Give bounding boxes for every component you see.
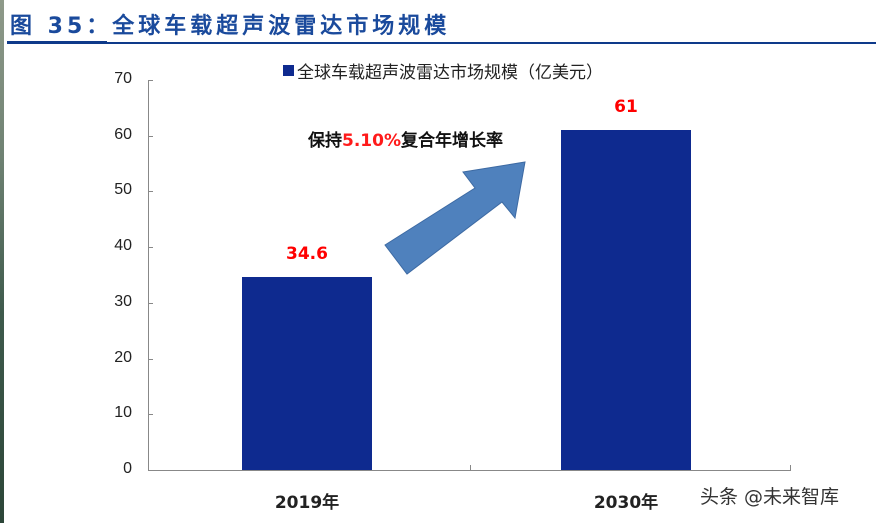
y-axis-tick	[148, 247, 153, 249]
chart-legend: 全球车载超声波雷达市场规模（亿美元）	[283, 58, 603, 83]
x-axis-tick	[790, 465, 791, 470]
x-label-2030: 2030年	[593, 493, 659, 513]
y-axis-tick	[148, 470, 153, 471]
cagr-rate: 5.10%	[342, 131, 401, 151]
watermark: 头条 @未来智库	[700, 486, 840, 508]
left-edge-strip	[0, 0, 4, 523]
y-axis-tick	[148, 135, 153, 137]
y-axis-tick	[148, 358, 153, 360]
growth-arrow-icon	[384, 161, 526, 275]
y-axis-tick-label: 60	[114, 125, 132, 143]
bar-value-2030: 61	[614, 97, 638, 118]
y-axis-tick-label: 50	[114, 181, 132, 199]
y-axis-tick-label: 40	[114, 237, 132, 255]
legend-swatch-icon	[283, 65, 294, 76]
y-axis-tick-label: 20	[114, 348, 132, 366]
y-axis-line	[148, 80, 149, 470]
bar-2030	[561, 130, 691, 470]
cagr-annotation: 保持5.10%复合年增长率	[308, 126, 503, 151]
x-label-2019: 2019年	[274, 493, 340, 513]
title-underline	[7, 42, 876, 44]
bar-value-2019: 34.6	[286, 244, 328, 265]
cagr-suffix: 复合年增长率	[400, 131, 503, 151]
y-axis-tick-label: 30	[114, 292, 132, 310]
title-underline-accent	[7, 41, 107, 44]
legend-label: 全球车载超声波雷达市场规模（亿美元）	[297, 63, 603, 83]
figure-title: 图 35：全球车载超声波雷达市场规模	[10, 14, 451, 39]
y-axis-tick	[148, 80, 153, 81]
y-axis-tick	[148, 302, 153, 304]
y-axis-tick	[148, 414, 153, 416]
bar-2019	[242, 277, 372, 470]
x-axis-line	[148, 470, 791, 471]
y-axis-tick-label: 0	[123, 460, 132, 477]
y-axis-tick	[148, 191, 153, 193]
x-axis-tick	[470, 465, 471, 470]
cagr-prefix: 保持	[308, 131, 342, 151]
y-axis-tick-label: 10	[114, 404, 132, 422]
y-axis-tick-label: 70	[114, 70, 132, 87]
